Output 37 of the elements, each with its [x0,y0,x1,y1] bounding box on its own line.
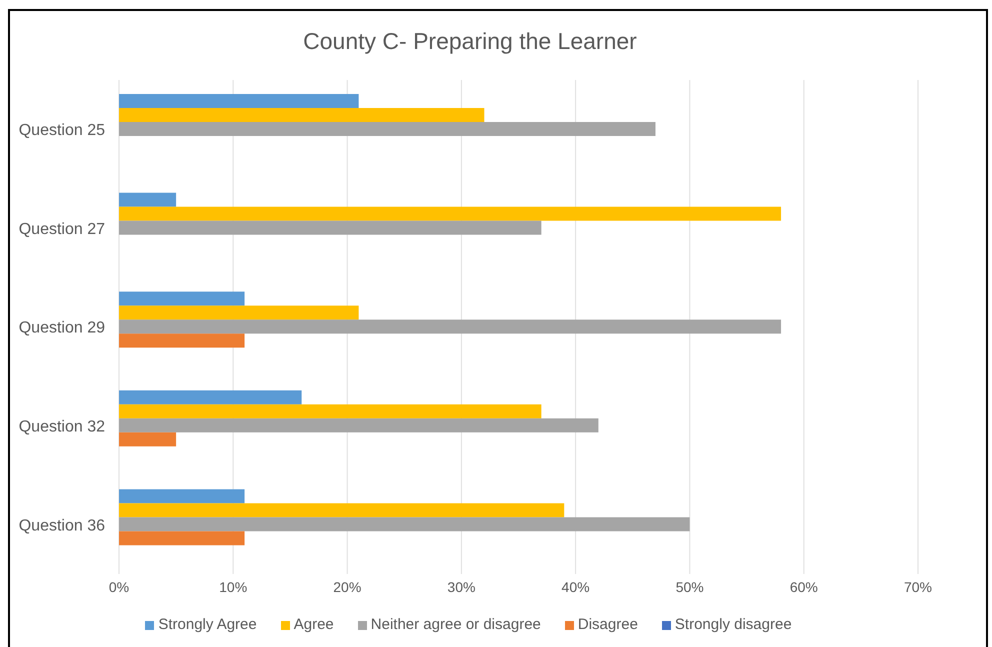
y-tick-label: Question 25 [18,122,106,140]
bar [119,489,245,504]
bar [119,517,690,532]
bar [119,334,245,348]
x-tick-label: 40% [562,578,590,595]
x-tick-label: 70% [904,578,932,595]
x-tick-label: 50% [676,578,704,595]
legend-label: Disagree [578,616,638,633]
bar [119,320,782,334]
y-tick-label: Question 32 [18,418,106,436]
x-tick-label: 0% [108,578,130,595]
y-tick-label: Question 36 [18,517,106,534]
bar [119,404,542,418]
bar [119,220,542,235]
bar [119,122,656,136]
bar [119,306,359,320]
bar [119,531,245,546]
y-tick-label: Question 27 [18,220,106,238]
y-tick-label: Question 29 [18,320,106,337]
x-tick-label: 20% [333,578,362,595]
chart-title: County C- Preparing the Learner [302,28,638,55]
bar [119,390,302,404]
bar [119,418,598,432]
x-tick-label: 10% [219,578,248,595]
x-tick-label: 30% [447,578,476,595]
bar [119,206,782,221]
x-tick-label: 60% [790,578,818,595]
legend-label: Neither agree or disagree [370,616,541,633]
bar [119,94,359,108]
legend-label: Agree [294,616,334,633]
bar [119,503,564,518]
legend-label: Strongly disagree [674,616,792,633]
legend-label: Strongly Agree [158,616,257,633]
bar [119,108,484,122]
bar [119,192,176,207]
bar [119,292,245,306]
bar [119,432,176,446]
